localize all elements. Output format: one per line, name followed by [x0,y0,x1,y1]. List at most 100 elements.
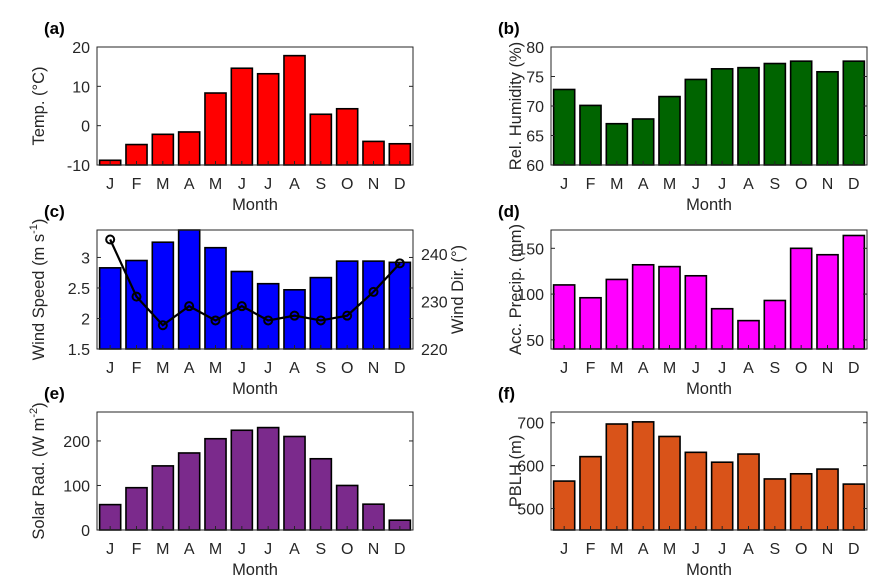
x-tick-label: M [610,360,623,377]
bar [631,263,655,350]
bar [177,452,201,531]
x-tick-label: F [586,541,596,558]
x-tick-label: A [289,176,300,193]
bar [309,276,333,350]
x-axis-label: Month [232,196,278,214]
bar [737,453,760,531]
bar [579,455,602,531]
x-tick-label: M [610,176,623,193]
x-tick-label: J [692,360,700,377]
axes-box [96,46,414,166]
bar [658,435,681,531]
x-tick-label: S [769,176,780,193]
bar [789,472,813,531]
panel-label: (a) [44,19,65,38]
bar [684,274,708,350]
x-tick-label: J [718,541,726,558]
panel-label: (d) [498,202,520,221]
x-tick-label: O [795,176,807,193]
panel-label: (e) [44,384,65,403]
y-axis-label: Solar Rad. (W m-2) [28,402,48,539]
bar [362,260,385,350]
bar [204,246,227,350]
y-tick-label: 3 [81,250,90,267]
bar [605,423,629,531]
wind-dir-point [131,291,142,302]
wind-dir-point [315,315,326,326]
bar [335,484,359,531]
bar [388,261,412,350]
bar [658,265,681,350]
x-tick-label: O [341,360,353,377]
x-tick-label: N [822,541,834,558]
wind-dir-point [157,320,168,331]
y-tick-label: 20 [72,40,90,57]
axes-box [96,229,414,350]
x-axis-label: Month [686,561,732,579]
x-tick-label: N [368,176,380,193]
wind-dir-point [368,286,379,297]
x-tick-label: S [315,360,326,377]
x-tick-label: A [743,541,754,558]
bar [335,260,359,350]
bar [710,461,734,531]
x-tick-label: A [289,360,300,377]
bar [309,457,333,531]
x-tick-label: M [663,541,676,558]
x-tick-label: D [394,360,406,377]
x-tick-label: M [610,541,623,558]
x-axis-label: Month [232,380,278,398]
bar [309,113,333,166]
x-tick-label: S [315,176,326,193]
x-tick-label: N [368,541,380,558]
bar [283,54,306,166]
x-tick-label: F [132,541,142,558]
bar [579,296,602,350]
wind-dir-line [109,239,401,327]
x-tick-label: A [638,360,649,377]
y-tick-label: -10 [67,158,90,175]
x-tick-label: D [848,176,860,193]
bar [763,478,787,531]
bar [658,95,681,166]
axes-box [96,411,414,531]
bar [204,437,227,531]
x-tick-label: F [132,176,142,193]
bar [631,118,655,166]
x-axis-label: Month [686,380,732,398]
bar [230,429,254,531]
x-tick-label: J [692,541,700,558]
x-tick-label: J [106,360,114,377]
x-tick-label: J [264,360,272,377]
bar [151,241,175,350]
wind-dir-point [105,234,116,245]
x-tick-label: O [795,541,807,558]
x-tick-label: M [156,541,169,558]
panel-label: (b) [498,19,520,38]
bar [631,421,655,531]
y-tick-label: 75 [526,70,544,87]
bar [552,284,576,350]
x-tick-label: J [106,541,114,558]
x-tick-label: A [184,176,195,193]
x-tick-label: M [209,176,222,193]
y-tick-label: 0 [81,523,90,540]
wind-dir-point [210,315,221,326]
x-tick-label: J [238,176,246,193]
bar [579,104,602,166]
panel-label: (f) [498,384,515,403]
x-tick-label: J [560,360,568,377]
bar [605,122,629,166]
x-tick-label: D [848,541,860,558]
x-axis-label: Month [232,561,278,579]
y-axis-label: PBLH (m) [507,435,525,507]
x-tick-label: J [560,541,568,558]
x-tick-label: N [822,360,834,377]
bar [151,465,175,531]
x-tick-label: M [156,360,169,377]
